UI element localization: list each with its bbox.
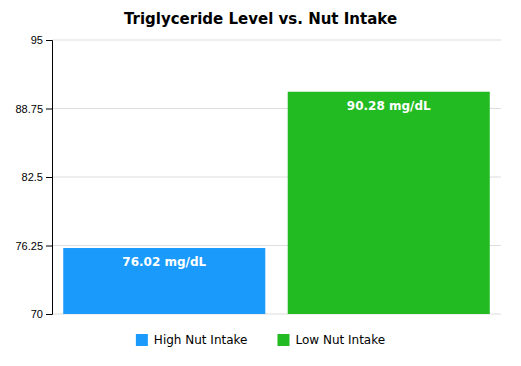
tick: 76.25 [15,240,52,252]
plot: 70 76.25 82.5 88.75 95 76.02 mg/dL 90.28 mg/dL [15,34,501,320]
y-axis: 70 76.25 82.5 88.75 95 [15,34,52,320]
tick: 95 [31,34,52,46]
tick-label: 82.5 [22,171,43,183]
bars [63,92,490,314]
tick: 82.5 [22,171,52,183]
data-labels: 76.02 mg/dL 90.28 mg/dL [122,99,431,269]
bar [63,248,265,314]
tick-label: 95 [31,34,43,46]
tick-label: 76.25 [15,240,43,252]
data-label: 90.28 mg/dL [347,99,431,113]
legend-item: High Nut Intake [136,333,248,347]
tick-mark [46,109,52,110]
tick-label: 88.75 [15,103,43,115]
legend-item: Low Nut Intake [277,333,385,347]
tick-mark [46,314,52,315]
legend-swatch [136,334,148,346]
tick-mark [46,40,52,41]
data-label: 76.02 mg/dL [122,255,206,269]
legend: High Nut Intake Low Nut Intake [136,333,385,347]
tick-mark [46,177,52,178]
tick: 88.75 [15,103,52,115]
bar [288,92,490,314]
axis-line [46,41,53,315]
tick-label: 70 [31,308,43,320]
chart: 70 76.25 82.5 88.75 95 76.02 mg/dL 90.28 mg/dL… [0,0,521,366]
grid [52,40,501,314]
title: Triglyceride Level vs. Nut Intake [124,10,397,28]
grid-line [52,40,501,41]
legend-label: High Nut Intake [154,333,248,347]
legend-label: Low Nut Intake [295,333,385,347]
legend-swatch [277,334,289,346]
tick-mark [46,246,52,247]
tick: 70 [31,308,52,320]
